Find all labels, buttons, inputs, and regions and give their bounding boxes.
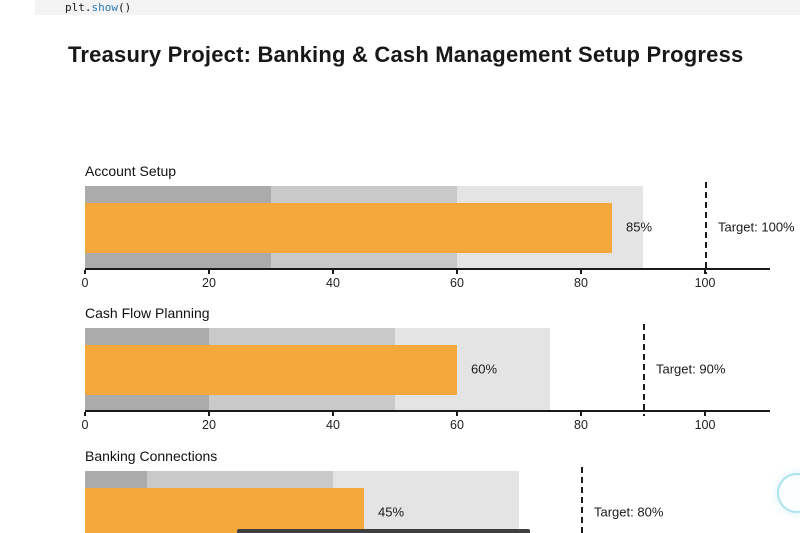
x-tick-label: 0 xyxy=(81,276,89,290)
chart-title: Account Setup xyxy=(85,163,177,179)
progress-bar xyxy=(85,203,612,253)
x-tick-mark xyxy=(84,270,86,274)
bullet-chart: Banking Connections 45% Target: 80% 0204… xyxy=(85,448,800,533)
code-parens: () xyxy=(118,1,132,14)
x-tick-mark xyxy=(332,412,334,416)
bullet-chart: Cash Flow Planning 60% Target: 90% 0 20 40… xyxy=(81,305,800,434)
x-tick-mark xyxy=(580,412,582,416)
x-tick-label: 20 xyxy=(202,276,216,290)
value-label: 45% xyxy=(378,504,405,520)
x-tick-label: 40 xyxy=(326,418,340,432)
chart-plot-area: 85% Target: 100% xyxy=(85,182,795,274)
chart-title: Cash Flow Planning xyxy=(85,305,210,321)
x-tick-label: 20 xyxy=(202,418,216,432)
x-tick-mark xyxy=(332,270,334,274)
x-tick-mark xyxy=(208,412,210,416)
progress-bar xyxy=(85,345,457,395)
x-tick-label: 60 xyxy=(450,276,464,290)
x-tick-mark xyxy=(704,412,706,416)
x-tick-label: 0 xyxy=(81,418,89,432)
x-tick-label: 40 xyxy=(326,276,340,290)
x-tick-mark xyxy=(208,270,210,274)
code-line: plt.show() xyxy=(65,1,131,14)
bottom-edge-bar xyxy=(237,529,530,533)
target-line xyxy=(643,324,645,416)
code-dot: . xyxy=(84,1,92,14)
bullet-chart: Account Setup 85% Target: 100% 0 20 40 60 80… xyxy=(81,163,800,292)
page-title: Treasury Project: Banking & Cash Managem… xyxy=(68,42,744,67)
x-tick-label: 60 xyxy=(450,418,464,432)
target-label: Target: 90% xyxy=(656,361,726,377)
value-label: 60% xyxy=(471,361,498,377)
x-tick-label: 100 xyxy=(694,276,716,290)
x-tick-mark xyxy=(704,270,706,274)
x-tick-label: 80 xyxy=(574,276,588,290)
x-tick-label: 80 xyxy=(574,418,588,432)
chart-plot-area: 45% Target: 80% xyxy=(85,467,770,533)
chart-plot-area: 60% Target: 90% xyxy=(85,324,770,416)
x-tick-mark xyxy=(84,412,86,416)
target-label: Target: 100% xyxy=(718,219,795,235)
progress-bar xyxy=(85,488,364,533)
value-label: 85% xyxy=(626,219,653,235)
target-line xyxy=(581,467,583,533)
x-tick-mark xyxy=(580,270,582,274)
code-method: show xyxy=(91,1,119,14)
chart-title: Banking Connections xyxy=(85,448,218,464)
x-axis-ticks: 0 20 40 60 80 100 xyxy=(81,270,770,292)
x-axis-ticks: 0 20 40 60 80 100 xyxy=(81,412,770,434)
target-line xyxy=(705,182,707,274)
x-tick-mark xyxy=(456,412,458,416)
x-tick-label: 100 xyxy=(694,418,716,432)
code-object: plt xyxy=(65,1,85,14)
x-tick-mark xyxy=(456,270,458,274)
code-cell: plt.show() xyxy=(35,0,800,15)
target-label: Target: 80% xyxy=(594,504,664,520)
